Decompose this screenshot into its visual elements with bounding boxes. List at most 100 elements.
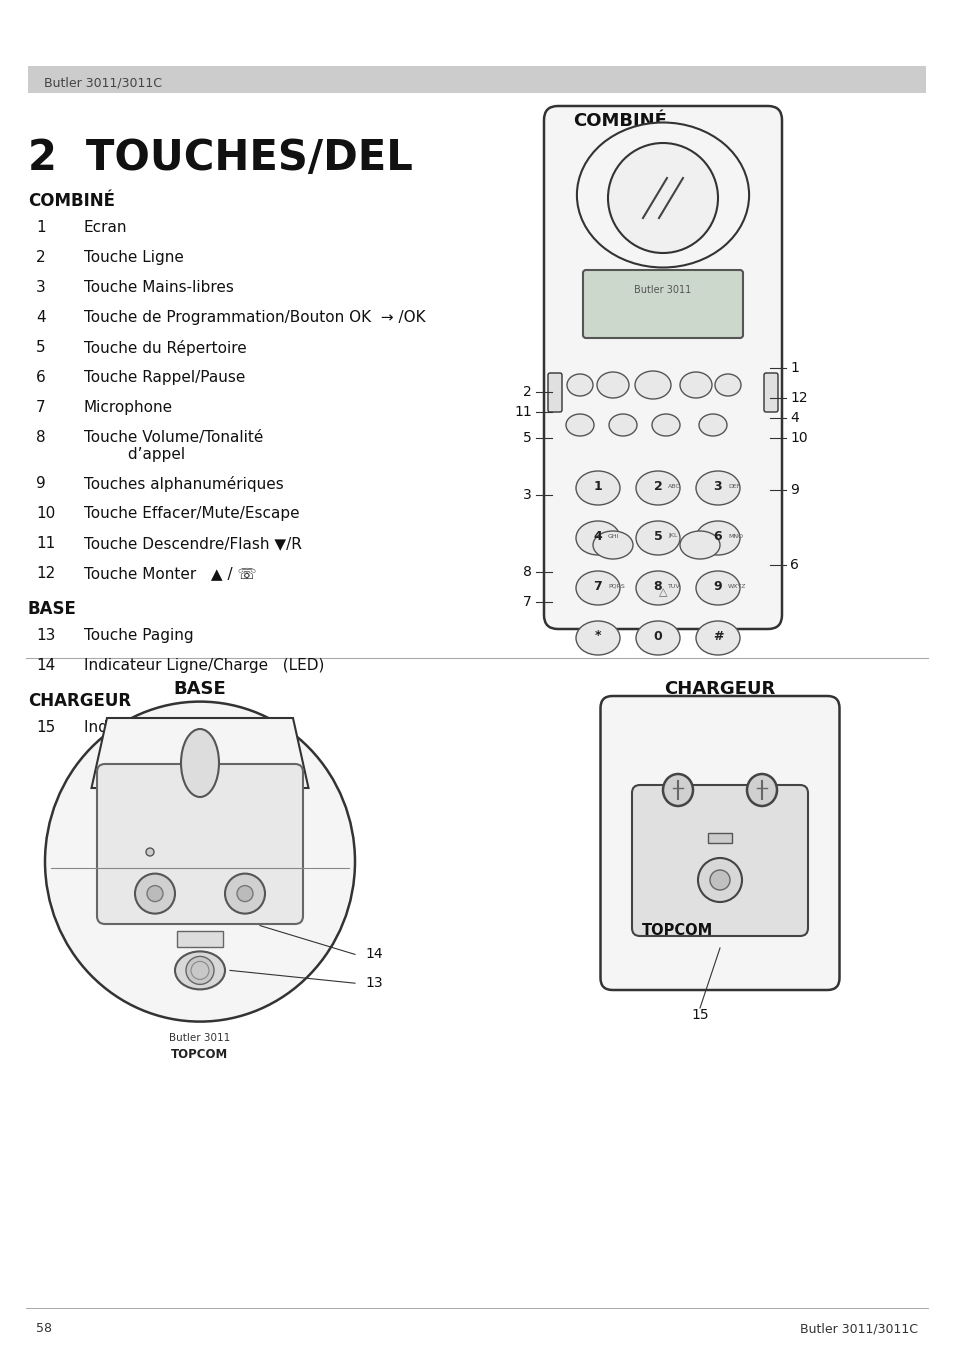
Text: GHI: GHI — [607, 534, 618, 539]
Text: 13: 13 — [365, 977, 382, 990]
Text: Butler 3011: Butler 3011 — [170, 1034, 231, 1043]
Ellipse shape — [696, 471, 740, 505]
Circle shape — [186, 957, 213, 985]
Ellipse shape — [576, 621, 619, 655]
Ellipse shape — [181, 730, 219, 797]
Circle shape — [146, 848, 153, 857]
Text: 5: 5 — [653, 530, 661, 543]
Text: 4: 4 — [789, 411, 798, 426]
Text: 12: 12 — [789, 390, 807, 405]
FancyBboxPatch shape — [97, 765, 303, 924]
Ellipse shape — [593, 531, 633, 559]
Ellipse shape — [696, 521, 740, 555]
Text: Touche Paging: Touche Paging — [84, 628, 193, 643]
Text: DEF: DEF — [727, 484, 740, 489]
Text: Touche Volume/Tonalité
         d’appel: Touche Volume/Tonalité d’appel — [84, 430, 263, 462]
Text: COMBINÉ: COMBINÉ — [573, 112, 666, 130]
Ellipse shape — [696, 621, 740, 655]
FancyBboxPatch shape — [582, 270, 742, 338]
Text: 9: 9 — [789, 484, 798, 497]
Text: Touche Effacer/Mute/Escape: Touche Effacer/Mute/Escape — [84, 507, 299, 521]
Ellipse shape — [636, 521, 679, 555]
Text: 9: 9 — [36, 476, 46, 490]
Text: 15: 15 — [691, 1008, 708, 1021]
Text: CHARGEUR: CHARGEUR — [28, 692, 131, 711]
Text: 9: 9 — [713, 580, 721, 593]
Circle shape — [607, 143, 718, 253]
Text: 2  TOUCHES/DEL: 2 TOUCHES/DEL — [28, 136, 413, 178]
Text: 5: 5 — [36, 340, 46, 355]
Text: Microphone: Microphone — [84, 400, 172, 415]
FancyBboxPatch shape — [177, 931, 223, 947]
Ellipse shape — [636, 621, 679, 655]
Text: 2: 2 — [522, 385, 532, 399]
Text: JKL: JKL — [667, 534, 677, 539]
Text: COMBINÉ: COMBINÉ — [28, 192, 115, 209]
Text: Indicateur Ligne/Charge   (LED): Indicateur Ligne/Charge (LED) — [84, 658, 324, 673]
Ellipse shape — [714, 374, 740, 396]
Ellipse shape — [679, 372, 711, 399]
Text: Touche Mains-libres: Touche Mains-libres — [84, 280, 233, 295]
Text: ABC: ABC — [667, 484, 680, 489]
FancyBboxPatch shape — [28, 66, 925, 93]
Text: 3: 3 — [36, 280, 46, 295]
Text: 4: 4 — [593, 530, 601, 543]
Ellipse shape — [566, 374, 593, 396]
Circle shape — [135, 874, 174, 913]
Text: 11: 11 — [514, 405, 532, 419]
Ellipse shape — [576, 471, 619, 505]
Text: 5: 5 — [522, 431, 532, 444]
Text: 8: 8 — [36, 430, 46, 444]
Text: BASE: BASE — [28, 600, 77, 617]
Ellipse shape — [696, 571, 740, 605]
Text: 10: 10 — [36, 507, 55, 521]
Text: 2: 2 — [36, 250, 46, 265]
Text: 6: 6 — [789, 558, 798, 571]
Text: 3: 3 — [522, 488, 532, 503]
Text: 1: 1 — [593, 480, 601, 493]
Text: 15: 15 — [36, 720, 55, 735]
Ellipse shape — [576, 571, 619, 605]
Text: TOPCOM: TOPCOM — [172, 1048, 229, 1061]
Text: △: △ — [659, 586, 666, 597]
Text: 7: 7 — [522, 594, 532, 609]
Ellipse shape — [651, 413, 679, 436]
Text: 6: 6 — [36, 370, 46, 385]
Text: 8: 8 — [522, 565, 532, 580]
Text: 7: 7 — [593, 580, 601, 593]
Ellipse shape — [662, 774, 692, 807]
FancyBboxPatch shape — [763, 373, 778, 412]
Text: TUV: TUV — [667, 584, 679, 589]
Text: Butler 3011/3011C: Butler 3011/3011C — [800, 1323, 917, 1335]
Ellipse shape — [635, 372, 670, 399]
Circle shape — [709, 870, 729, 890]
Circle shape — [225, 874, 265, 913]
Text: Touche Monter   ▲ / ☏: Touche Monter ▲ / ☏ — [84, 566, 256, 581]
Text: 1: 1 — [36, 220, 46, 235]
Text: 58: 58 — [36, 1323, 52, 1335]
Text: WXYZ: WXYZ — [727, 584, 745, 589]
Text: Touche Rappel/Pause: Touche Rappel/Pause — [84, 370, 245, 385]
Ellipse shape — [577, 123, 748, 267]
Text: Touche de Programmation/Bouton OK  → /OK: Touche de Programmation/Bouton OK → /OK — [84, 309, 425, 326]
Ellipse shape — [679, 531, 720, 559]
Circle shape — [147, 886, 163, 901]
Circle shape — [698, 858, 741, 902]
Circle shape — [236, 886, 253, 901]
FancyBboxPatch shape — [631, 785, 807, 936]
Text: 14: 14 — [365, 947, 382, 962]
Text: Indicateur de Charge  □: Indicateur de Charge □ — [84, 720, 270, 735]
Text: 6: 6 — [713, 530, 721, 543]
Text: Butler 3011: Butler 3011 — [634, 285, 691, 295]
Text: 1: 1 — [789, 361, 798, 376]
Ellipse shape — [699, 413, 726, 436]
Text: BASE: BASE — [173, 680, 226, 698]
FancyBboxPatch shape — [543, 105, 781, 630]
Text: MNO: MNO — [727, 534, 742, 539]
Text: 13: 13 — [36, 628, 55, 643]
Text: 4: 4 — [36, 309, 46, 326]
Ellipse shape — [597, 372, 628, 399]
Text: *: * — [594, 630, 600, 643]
Text: Touche Ligne: Touche Ligne — [84, 250, 184, 265]
Text: Butler 3011/3011C: Butler 3011/3011C — [44, 77, 162, 89]
